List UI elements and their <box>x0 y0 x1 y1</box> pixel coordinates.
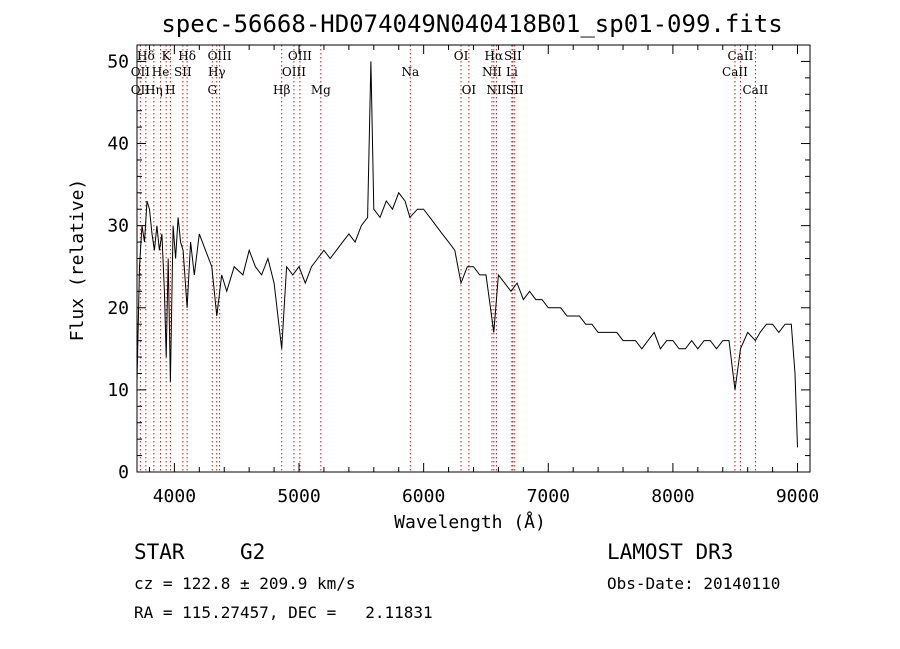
line-marker-label: K <box>162 49 172 63</box>
cz-readout: cz = 122.8 ± 209.9 km/s <box>134 574 356 593</box>
line-marker-label: OII <box>131 65 151 79</box>
line-marker-label: H <box>165 83 175 97</box>
line-marker-label: Hδ <box>137 49 155 63</box>
y-tick-label: 10 <box>107 380 129 401</box>
x-tick-label: 8000 <box>651 486 694 507</box>
line-marker-label: Li <box>506 65 518 79</box>
spectrum-line <box>136 61 798 448</box>
y-axis-ticks: 0 10 20 30 40 50 <box>107 51 810 483</box>
line-marker-label: G <box>207 83 217 97</box>
line-marker-label: CaII <box>728 49 754 63</box>
y-axis-label: Flux (relative) <box>67 179 88 342</box>
line-marker-label: OII <box>131 83 151 97</box>
line-marker-label: NII <box>486 83 506 97</box>
line-marker-label: Hδ <box>178 49 196 63</box>
x-tick-label: 9000 <box>776 486 819 507</box>
line-marker-label: SII <box>174 65 192 79</box>
x-tick-label: 4000 <box>153 486 196 507</box>
plot-frame <box>136 44 811 473</box>
line-marker-label: Mg <box>311 83 331 97</box>
y-tick-label: 20 <box>107 298 129 319</box>
object-class: STAR <box>134 540 185 564</box>
line-marker-label: NII <box>482 65 502 79</box>
line-marker-label: SII <box>504 49 522 63</box>
x-axis-ticks: 4000 5000 6000 7000 8000 9000 <box>148 45 819 507</box>
obs-date: Obs-Date: 20140110 <box>607 574 781 593</box>
line-marker-label: OI <box>462 83 477 97</box>
object-subclass: G2 <box>240 540 266 564</box>
y-tick-label: 30 <box>107 216 129 237</box>
line-marker-label: Hβ <box>273 83 290 97</box>
y-tick-label: 40 <box>107 134 129 155</box>
x-tick-label: 5000 <box>277 486 320 507</box>
line-marker-label: SII <box>506 83 524 97</box>
line-marker-label: Hγ <box>208 65 226 79</box>
line-marker-label: CaII <box>742 83 768 97</box>
x-axis-label: Wavelength (Å) <box>394 511 546 533</box>
y-tick-label: 0 <box>118 462 129 483</box>
line-marker-label: OIII <box>208 49 232 63</box>
line-marker-label: Hη <box>145 83 163 97</box>
line-markers <box>139 45 756 472</box>
line-marker-label: Na <box>401 65 419 79</box>
x-tick-label: 6000 <box>402 486 445 507</box>
line-marker-label: OIII <box>288 49 312 63</box>
line-marker-label: OIII <box>282 65 306 79</box>
y-tick-label: 50 <box>107 51 129 72</box>
ra-dec-readout: RA = 115.27457, DEC = 2.11831 <box>134 603 433 622</box>
line-marker-label: OI <box>454 49 469 63</box>
line-marker-label: He <box>152 65 170 79</box>
chart-title: spec-56668-HD074049N040418B01_sp01-099.f… <box>161 10 782 38</box>
line-marker-label: CaII <box>722 65 748 79</box>
line-marker-label: Hα <box>485 49 504 63</box>
survey-label: LAMOST DR3 <box>607 540 734 564</box>
x-tick-label: 7000 <box>527 486 570 507</box>
